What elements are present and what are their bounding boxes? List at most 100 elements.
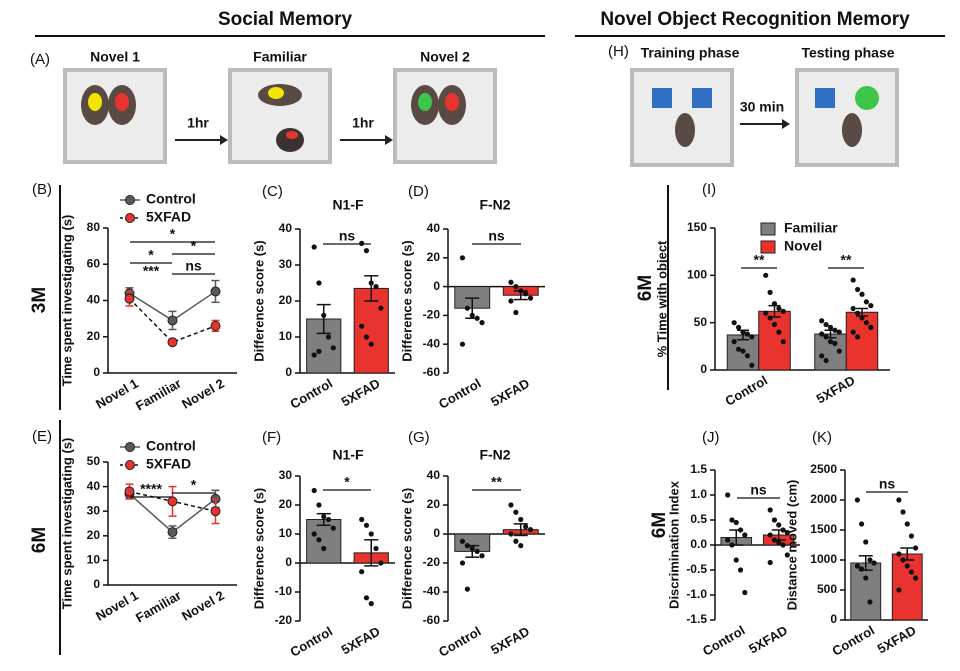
data-point [729,517,735,523]
data-point [904,521,910,527]
data-point [378,305,384,311]
significance-label: * [191,477,197,493]
legend-marker [125,442,135,452]
data-point [725,537,731,543]
y-tick-label: 40 [279,221,293,235]
row-label: 6M [649,512,670,538]
data-point [725,492,731,498]
chart-title: N1-F [332,197,364,213]
y-tick-label: 1.5 [690,462,707,476]
data-point [459,560,466,566]
y-tick-label: 60 [87,256,101,270]
data-point [527,527,534,533]
data-point [854,563,860,569]
y-tick-label: 500 [817,582,837,596]
x-tick-label: Control [287,624,335,660]
line-marker [167,315,178,326]
significance-label: ns [185,258,202,274]
y-tick-label: -20 [423,555,441,569]
data-point [863,299,870,305]
data-point [767,289,773,295]
data-point [780,339,786,345]
arrow-label: 1hr [187,115,209,131]
y-tick-label: 20 [427,497,441,511]
x-tick-label: Control [829,623,877,659]
bar [850,562,882,621]
y-tick-label: -10 [275,584,293,598]
panel-label: (D) [408,183,429,200]
y-tick-label: 1.0 [690,487,707,501]
data-point [363,595,370,601]
data-point [823,321,829,328]
data-point [908,533,915,539]
significance-label: ns [488,228,505,244]
data-point [784,529,790,536]
data-point [508,531,514,537]
x-tick-label: Control [436,624,484,660]
marker [418,93,432,111]
data-point [359,569,365,575]
y-tick-label: 1500 [810,522,837,536]
data-point [744,353,751,359]
diagram-label: Training phase [641,45,740,61]
x-tick-label: 5XFAD [875,623,919,657]
panel-label: (F) [262,429,281,446]
data-point [868,303,874,309]
data-point [823,334,829,340]
x-tick-label: Control [722,373,770,409]
data-point [850,305,856,312]
data-point [854,310,861,316]
y-tick-label: 50 [87,454,101,468]
y-tick-label: 0.0 [690,537,707,551]
data-point [767,559,773,566]
data-point [904,563,910,569]
y-tick-label: -20 [275,613,293,627]
x-tick-label: 5XFAD [339,376,383,410]
y-tick-label: 0 [285,555,292,569]
data-point [819,353,825,359]
y-tick-label: 0 [93,577,100,591]
data-point [527,295,534,301]
data-point [836,329,842,335]
legend-marker [125,195,135,205]
y-tick-label: 40 [427,221,441,235]
data-point [330,345,336,351]
data-point [896,587,902,593]
marker [445,93,459,111]
data-point [733,557,739,563]
panel-label: (E) [32,428,52,445]
data-point [518,543,524,549]
data-point [858,521,865,527]
y-axis-label: Discrimination Index [666,480,681,609]
y-axis-label: Difference score (s) [399,488,414,609]
arrow-label: 1hr [352,115,374,131]
panel-label: (H) [608,43,629,60]
data-point [518,516,524,523]
data-point [819,318,825,324]
data-point [368,341,374,347]
chart-title: F-N2 [479,197,510,213]
y-tick-label: 2500 [810,462,837,476]
legend-label: Familiar [784,220,838,236]
data-point [735,346,742,352]
data-point [474,548,480,555]
marker [88,93,102,111]
data-point [459,341,466,347]
x-tick-label: Familiar [133,376,184,414]
data-point [823,357,829,364]
y-tick-label: 30 [87,503,101,517]
y-tick-label: 1000 [810,552,837,566]
legend-swatch [760,240,776,254]
legend-label: Novel [784,238,822,254]
y-tick-label: 40 [87,479,101,493]
significance-label: ns [750,482,767,498]
y-axis-label: Difference score (s) [399,240,414,361]
line-marker [167,496,178,507]
significance-label: ns [879,476,896,492]
data-point [459,538,466,544]
data-point [464,305,470,311]
y-tick-label: 20 [279,293,293,307]
data-point [733,519,739,526]
arrow-head [220,135,228,145]
